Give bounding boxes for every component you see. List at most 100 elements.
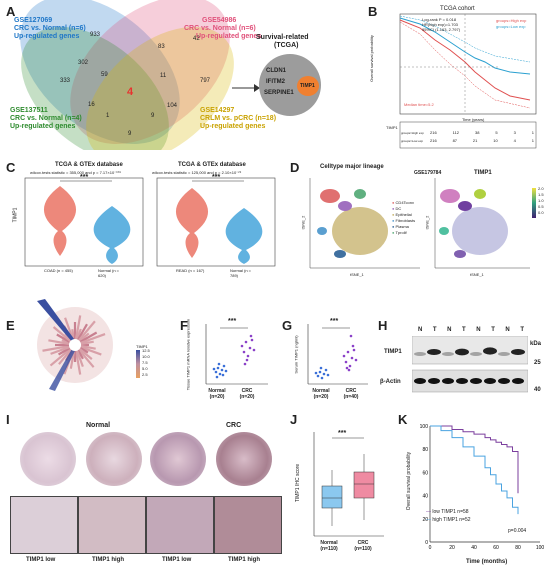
risk-value: 5 <box>495 130 498 135</box>
risk-value: 4 <box>513 138 516 143</box>
tsne-legend-label: CD4Tconv <box>395 200 414 205</box>
km-k-xlabel: Time (months) <box>466 559 508 565</box>
tsne-plots <box>309 178 536 269</box>
risk-value: 112 <box>452 130 460 135</box>
violin-plots <box>24 177 276 267</box>
tsne-legend-item: ● Plasma <box>392 224 409 229</box>
radial-legend-label: 5.0 <box>142 366 148 371</box>
violin-2-sig: *** <box>212 174 221 181</box>
tsne-legend-item: ● Epithelial <box>392 212 412 217</box>
panel-label-a: A <box>6 4 16 19</box>
tsne-legend-label: DC <box>395 206 402 211</box>
tsne-1-ylabel: tSNE_2 <box>300 215 306 230</box>
violin-1-group: Normal (n = 620) <box>98 268 120 278</box>
blot-row-label: TIMP1 <box>384 349 402 355</box>
tsne-1-xlabel: tSNE_1 <box>350 272 364 277</box>
box-j-group: CRC (n=110) <box>354 540 372 552</box>
risk-value: 38 <box>474 130 480 135</box>
radial-bar <box>48 339 70 346</box>
panel-label-k: K <box>398 412 408 427</box>
radial-bar <box>80 346 102 356</box>
venn-count: 9 <box>128 131 132 137</box>
radial-bar <box>56 333 71 343</box>
radial-bar <box>80 340 94 346</box>
risk-value: 10 <box>493 138 498 143</box>
risk-value: 1 <box>531 138 534 143</box>
ihc-caption: TIMP1 high <box>92 557 124 563</box>
survival-subtitle: (TCGA) <box>274 42 299 49</box>
radial-legend-label: 7.5 <box>142 360 148 365</box>
venn-diagram <box>20 0 234 150</box>
violin-1-sig: *** <box>80 174 89 181</box>
risk-value: 1 <box>531 130 534 135</box>
radial-bar <box>78 332 90 342</box>
gene-label-highlight: TIMP1 <box>300 83 315 89</box>
radial-bar <box>42 344 70 352</box>
km-k-series-line <box>430 425 519 515</box>
radial-bar <box>74 315 82 340</box>
lane-label: N <box>476 327 481 333</box>
violin-1-group: COAD (n = 455) <box>44 268 73 273</box>
km-k-series-line <box>430 425 519 494</box>
arrow-icon <box>232 84 260 92</box>
survival-highlight-circle <box>297 76 319 96</box>
panel-label-d: D <box>290 160 300 175</box>
radial-bar <box>76 328 82 340</box>
violin-2-title: TCGA & GTEx database <box>178 162 246 168</box>
panel-label-b: B <box>368 4 378 19</box>
venn-set-4-desc: CRLM vs. pCRC (n=18) <box>200 115 277 122</box>
km-tcga-stat: HR(high exp)=1.703 <box>422 22 458 27</box>
venn-count: 302 <box>78 60 89 66</box>
ihc-core-image <box>216 432 272 486</box>
gene-label: IFITM2 <box>266 79 285 85</box>
risk-value: 87 <box>452 138 458 143</box>
venn-count: 333 <box>60 78 71 84</box>
tsne-2-xlabel: tSNE_1 <box>470 272 484 277</box>
dot-plot-serum <box>307 324 368 385</box>
tsne-legend-label: Fibroblasts <box>395 218 416 223</box>
km-k-y-tick-label: 60 <box>422 470 428 476</box>
panel-label-h: H <box>378 318 388 333</box>
tsne-legend-item: ● CD4Tconv <box>392 200 414 205</box>
tsne-legend-item: ● Tprolif <box>392 230 407 235</box>
box-j-sig: *** <box>338 430 347 437</box>
venn-center-count: 4 <box>127 86 134 98</box>
km-k-legend-item: — high TIMP1 n=52 <box>426 517 471 523</box>
ihc-caption: TIMP1 low <box>162 557 192 563</box>
radial-legend-label: 12.5 <box>142 348 150 353</box>
venn-set-3-note: Up-regulated genes <box>10 123 76 130</box>
ihc-group-label: Normal <box>86 422 111 429</box>
radial-bar <box>78 348 95 368</box>
gene-label: SERPINE1 <box>264 90 294 96</box>
tsne-dataset: GSE179784 <box>414 170 442 176</box>
km-tcga-legend-low: groups=Low exp <box>496 24 526 29</box>
ihc-zoom-image <box>214 496 282 554</box>
lane-label: T <box>432 327 437 333</box>
radial-bar <box>49 348 72 367</box>
tsne-legend-item: ● Fibroblasts <box>392 218 416 223</box>
venn-set-2-note: Up-regulated genes <box>196 33 262 40</box>
lane-label: T <box>491 327 495 333</box>
ihc-group-label: CRC <box>226 422 242 429</box>
radial-legend-title: TIMP1 <box>136 344 148 349</box>
tsne-legend-item: ● DC <box>392 206 402 211</box>
km-tcga-stat: 95%CI (1.163, 2.797) <box>422 27 461 32</box>
radial-bar-chart <box>37 299 113 391</box>
dot-f-sig: *** <box>228 318 237 325</box>
ihc-zoom-image <box>146 496 214 554</box>
dot-f-group: Normal (n=20) <box>208 388 226 400</box>
violin-2-group: READ (n = 167) <box>176 268 205 273</box>
km-k-legend-label: low TIMP1 n=58 <box>432 509 469 515</box>
km-tcga-chart <box>399 13 537 149</box>
dot-plot-tissue <box>205 324 268 385</box>
km-k-y-tick-label: 0 <box>425 540 428 546</box>
radial-legend-label: 2.5 <box>142 372 148 377</box>
ihc-zoom-image <box>78 496 146 554</box>
tsne-legend: ● CD4Tconv ● DC ● Epithelial ● Fibroblas… <box>392 200 415 236</box>
radial-bar <box>50 346 70 355</box>
tsne-scale-label: 0.0 <box>538 210 544 215</box>
ihc-core-image <box>20 432 76 486</box>
box-j-ylabel: TIMP1 IHC score <box>295 463 301 503</box>
tsne-legend-label: Tprolif <box>395 230 407 235</box>
venn-count: 16 <box>88 102 95 108</box>
